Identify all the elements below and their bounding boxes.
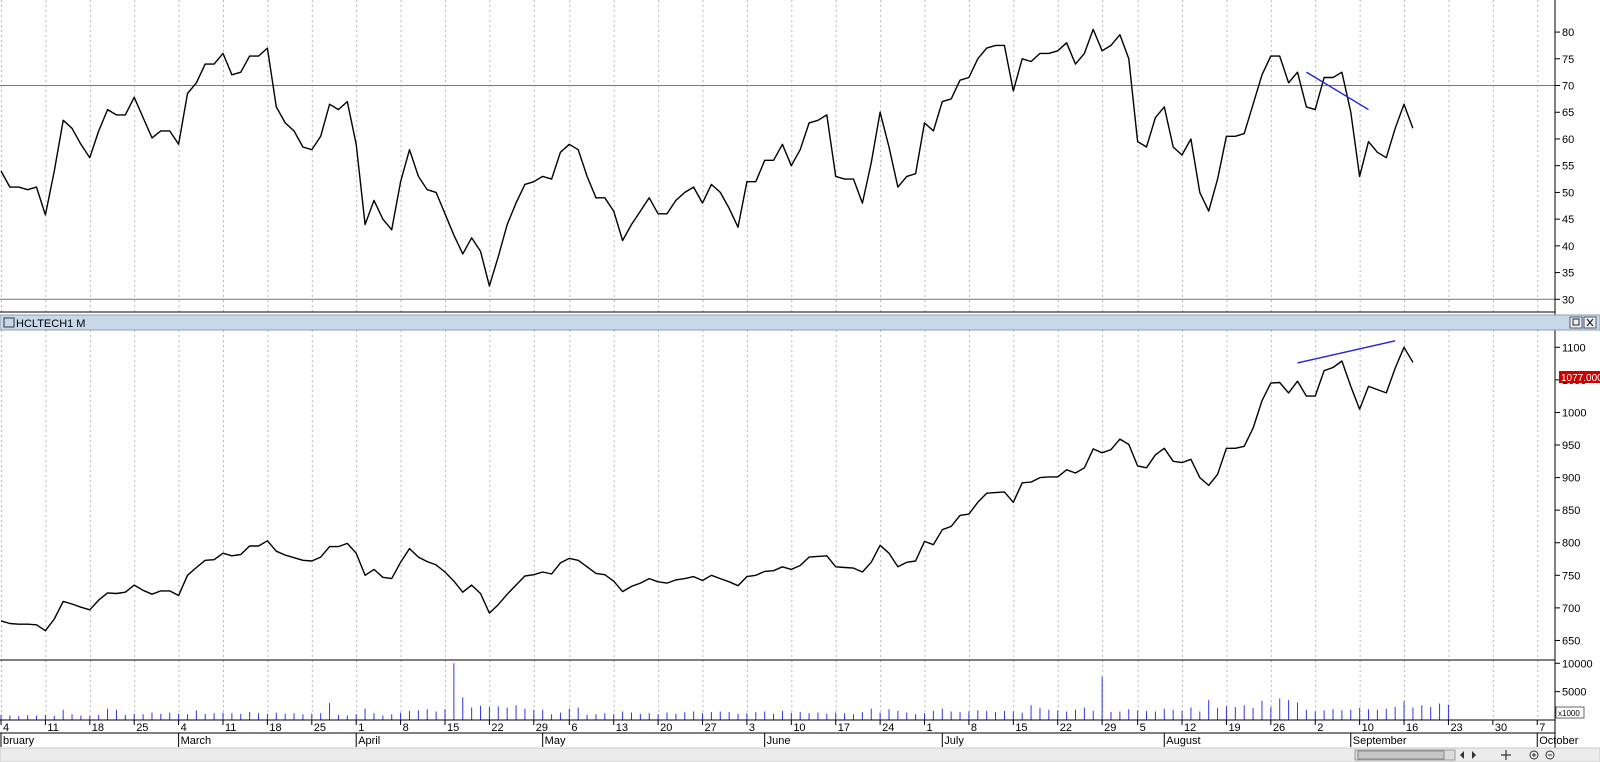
month-label: September <box>1353 735 1407 747</box>
zoom-in-icon[interactable] <box>1529 750 1539 760</box>
y-tick-label: 35 <box>1562 268 1574 280</box>
price-pane-line <box>0 346 1414 632</box>
y-tick-label: 950 <box>1562 440 1580 452</box>
x-tick-label: 1 <box>927 722 933 734</box>
pane-title: HCLTECH1 M <box>16 318 85 330</box>
scroll-right-icon[interactable] <box>1472 751 1476 759</box>
x-tick-label: 2 <box>1317 722 1323 734</box>
price-pane-trendline[interactable] <box>1297 340 1396 364</box>
x-tick-label: 15 <box>1015 722 1027 734</box>
y-tick-label: 1000 <box>1562 407 1586 419</box>
y-tick-label: 70 <box>1562 81 1574 93</box>
y-tick-label: 1100 <box>1562 342 1586 354</box>
volume-unit-box <box>1555 706 1585 719</box>
x-tick-label: 20 <box>660 722 672 734</box>
x-tick-label: 17 <box>838 722 850 734</box>
gridlines <box>1 0 1539 720</box>
y-tick-label: 30 <box>1562 294 1574 306</box>
y-tick-label: 900 <box>1562 473 1580 485</box>
x-tick-label: 26 <box>1273 722 1285 734</box>
x-tick-label: 30 <box>1495 722 1507 734</box>
month-label: July <box>944 735 964 747</box>
rsi-pane-line <box>0 28 1414 287</box>
scrollbar-thumb[interactable] <box>1357 750 1445 760</box>
volume-bars <box>0 663 1449 720</box>
y-tick-label: 65 <box>1562 107 1574 119</box>
y-tick-label: 5000 <box>1562 687 1586 699</box>
axes <box>0 0 1560 748</box>
trendlines <box>1297 71 1396 364</box>
x-tick-label: 29 <box>536 722 548 734</box>
series-lines <box>0 28 1414 632</box>
y-tick-label: 850 <box>1562 505 1580 517</box>
x-tick-label: 3 <box>749 722 755 734</box>
x-tick-label: 8 <box>971 722 977 734</box>
close-icon[interactable] <box>1583 316 1597 329</box>
price-marker-label: 1077.000 <box>1561 373 1600 384</box>
y-tick-label: 60 <box>1562 134 1574 146</box>
x-tick-label: 25 <box>314 722 326 734</box>
scroll-left-icon[interactable] <box>1460 751 1464 759</box>
x-tick-label: 18 <box>92 722 104 734</box>
x-tick-label: 12 <box>1184 722 1196 734</box>
x-tick-label: 8 <box>403 722 409 734</box>
cursor-icon[interactable] <box>1501 750 1511 760</box>
x-tick-label: 24 <box>882 722 894 734</box>
rsi-pane-trendline[interactable] <box>1305 71 1369 111</box>
month-label: April <box>358 735 380 747</box>
x-tick-label: 5 <box>1140 722 1146 734</box>
x-tick-label: 10 <box>1362 722 1374 734</box>
x-tick-label: 4 <box>181 722 187 734</box>
restore-icon[interactable] <box>1569 316 1583 329</box>
x-tick-label: 4 <box>3 722 9 734</box>
x-tick-label: 16 <box>1406 722 1418 734</box>
y-tick-label: 10000 <box>1562 658 1593 670</box>
x-tick-labels: 4 11 18 25 4 11 18 25 1 8 15 22 29 6 13 20 27 3 10 17 24 1 8 15… <box>3 722 1579 747</box>
month-label: October <box>1539 735 1578 747</box>
y-tick-label: 80 <box>1562 27 1574 39</box>
y-tick-label: 40 <box>1562 241 1574 253</box>
y-tick-label: 45 <box>1562 214 1574 226</box>
x-tick-label: 22 <box>491 722 503 734</box>
pane-icon <box>3 317 15 328</box>
bottom-toolbar <box>0 747 1600 762</box>
horizontal-scrollbar[interactable] <box>1354 749 1456 761</box>
x-tick-label: 29 <box>1104 722 1116 734</box>
month-label: August <box>1166 735 1200 747</box>
x-tick-label: 18 <box>269 722 281 734</box>
x-tick-label: 13 <box>616 722 628 734</box>
x-tick-label: 6 <box>571 722 577 734</box>
x-tick-label: 25 <box>136 722 148 734</box>
y-tick-label: 700 <box>1562 603 1580 615</box>
x-tick-label: 1 <box>358 722 364 734</box>
y-tick-label: 50 <box>1562 187 1574 199</box>
x-tick-label: 7 <box>1539 722 1545 734</box>
x-tick-label: 27 <box>705 722 717 734</box>
x-tick-label: 10 <box>793 722 805 734</box>
x-tick-label: 23 <box>1450 722 1462 734</box>
y-tick-label: 55 <box>1562 161 1574 173</box>
reference-lines <box>0 85 1555 300</box>
month-label: bruary <box>3 735 35 747</box>
month-label: May <box>545 735 566 747</box>
x-tick-label: 19 <box>1228 722 1240 734</box>
pane-titlebar[interactable] <box>0 314 1600 331</box>
price-marker-bg <box>1559 371 1600 383</box>
y-tick-labels: 30 35 40 45 50 55 60 65 70 75 80 650 700 750 800 850 900… <box>1562 27 1593 699</box>
y-tick-label: 800 <box>1562 538 1580 550</box>
y-tick-label: 750 <box>1562 570 1580 582</box>
month-label: March <box>181 735 212 747</box>
x-tick-label: 11 <box>47 722 58 734</box>
volume-unit-label: x1000 <box>1558 709 1580 718</box>
y-tick-label: 650 <box>1562 635 1580 647</box>
x-tick-label: 15 <box>447 722 459 734</box>
zoom-out-icon[interactable] <box>1545 750 1555 760</box>
x-tick-label: 22 <box>1060 722 1072 734</box>
y-tick-label: 75 <box>1562 54 1574 66</box>
x-tick-label: 11 <box>225 722 236 734</box>
month-label: June <box>767 735 791 747</box>
